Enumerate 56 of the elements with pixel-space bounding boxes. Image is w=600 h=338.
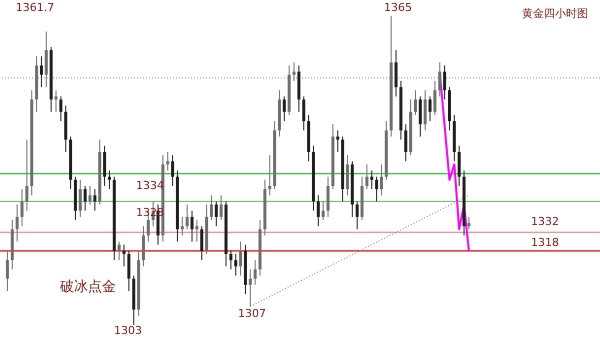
candlestick bbox=[370, 170, 374, 190]
annotation: 1303 bbox=[114, 324, 142, 337]
candlestick bbox=[166, 152, 170, 172]
candlestick bbox=[220, 194, 223, 220]
candlestick bbox=[467, 216, 470, 230]
text: 1361.7 bbox=[16, 1, 54, 14]
candlestick bbox=[433, 80, 436, 116]
candlestick bbox=[365, 164, 368, 190]
candlestick bbox=[380, 164, 383, 196]
candlestick bbox=[118, 241, 121, 261]
candlestick bbox=[171, 154, 174, 186]
candlestick bbox=[108, 170, 111, 190]
candlestick bbox=[88, 185, 92, 206]
candlestick bbox=[234, 253, 238, 276]
candlestick bbox=[180, 216, 184, 236]
candlestick bbox=[25, 139, 28, 212]
candlestick bbox=[214, 200, 218, 227]
candlestick bbox=[239, 241, 242, 276]
candlestick bbox=[414, 90, 417, 116]
candlestick bbox=[59, 96, 62, 122]
candlestick bbox=[254, 260, 257, 286]
candlestick bbox=[443, 65, 446, 100]
candlestick bbox=[438, 62, 442, 97]
candlestick bbox=[78, 179, 82, 218]
candlestick bbox=[54, 90, 58, 112]
candlestick bbox=[6, 250, 9, 292]
text: 黄金四小时图 bbox=[522, 7, 588, 20]
candlestick bbox=[195, 219, 198, 242]
candlestick bbox=[356, 200, 359, 230]
candlestick bbox=[292, 62, 296, 82]
candlestick bbox=[122, 244, 126, 267]
text: 1365 bbox=[384, 1, 412, 14]
candlestick bbox=[428, 96, 432, 122]
annotation: 破冰点金 bbox=[59, 279, 116, 295]
candlestick bbox=[20, 188, 24, 227]
candlestick bbox=[200, 226, 204, 261]
candlestick bbox=[404, 124, 408, 162]
candlestick bbox=[84, 185, 87, 212]
candlestick bbox=[316, 194, 320, 227]
annotation: 1307 bbox=[238, 307, 266, 320]
candlestick bbox=[229, 250, 232, 270]
candlestick bbox=[268, 154, 272, 196]
candlestick bbox=[16, 204, 19, 242]
candlestick bbox=[336, 130, 340, 153]
candlestick bbox=[322, 200, 325, 220]
candlestick bbox=[210, 194, 213, 220]
candlestick bbox=[93, 188, 96, 212]
candlestick bbox=[282, 96, 286, 122]
text: 1332 bbox=[531, 215, 559, 228]
candlestick bbox=[375, 176, 378, 202]
candlestick bbox=[186, 204, 189, 230]
candlestick bbox=[302, 96, 306, 131]
candlestick bbox=[248, 268, 252, 307]
candlestick bbox=[190, 210, 194, 242]
text: 1318 bbox=[531, 236, 559, 249]
candlestick bbox=[40, 56, 43, 88]
